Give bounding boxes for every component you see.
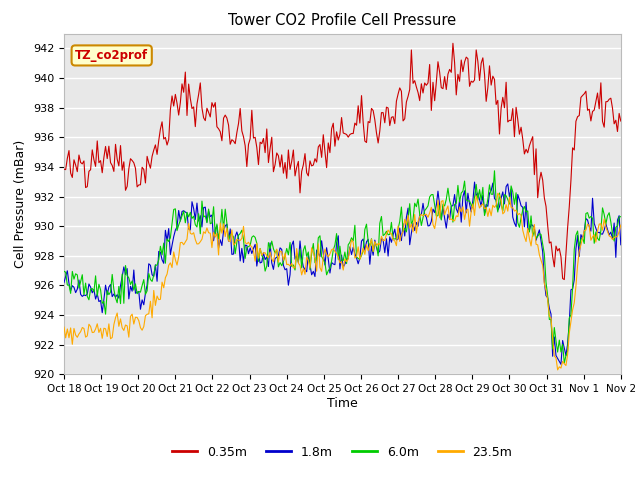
6.0m [524,208,532,214]
Line: 23.5m: 23.5m [64,193,621,370]
0.35m [449,40,457,46]
6.0m [617,214,625,219]
23.5m [494,191,502,196]
Line: 0.35m: 0.35m [64,43,621,279]
6.0m [67,290,74,296]
23.5m [617,222,625,228]
23.5m [183,236,191,242]
0.35m [561,276,568,282]
1.8m [60,280,68,286]
Y-axis label: Cell Pressure (mBar): Cell Pressure (mBar) [14,140,28,268]
Line: 6.0m: 6.0m [64,171,621,363]
Text: TZ_co2prof: TZ_co2prof [75,49,148,62]
0.35m [617,118,625,124]
0.35m [517,124,525,130]
23.5m [372,243,380,249]
0.35m [60,167,68,172]
Line: 1.8m: 1.8m [64,182,621,364]
6.0m [561,360,568,366]
Title: Tower CO2 Profile Cell Pressure: Tower CO2 Profile Cell Pressure [228,13,456,28]
23.5m [60,324,68,330]
1.8m [557,361,565,367]
1.8m [517,203,525,209]
1.8m [67,288,74,294]
1.8m [227,226,234,232]
1.8m [617,242,625,248]
6.0m [491,168,499,174]
0.35m [227,141,234,147]
X-axis label: Time: Time [327,397,358,410]
0.35m [183,113,191,119]
23.5m [517,213,525,218]
23.5m [554,367,561,373]
0.35m [524,150,532,156]
6.0m [227,232,234,238]
1.8m [470,179,478,185]
23.5m [227,239,234,244]
6.0m [60,268,68,274]
1.8m [183,210,191,216]
6.0m [183,209,191,215]
1.8m [372,244,380,250]
23.5m [524,226,532,231]
23.5m [67,325,74,331]
Legend: 0.35m, 1.8m, 6.0m, 23.5m: 0.35m, 1.8m, 6.0m, 23.5m [167,441,518,464]
6.0m [372,242,380,248]
0.35m [67,170,74,176]
6.0m [517,215,525,221]
1.8m [524,225,532,231]
0.35m [372,130,380,136]
